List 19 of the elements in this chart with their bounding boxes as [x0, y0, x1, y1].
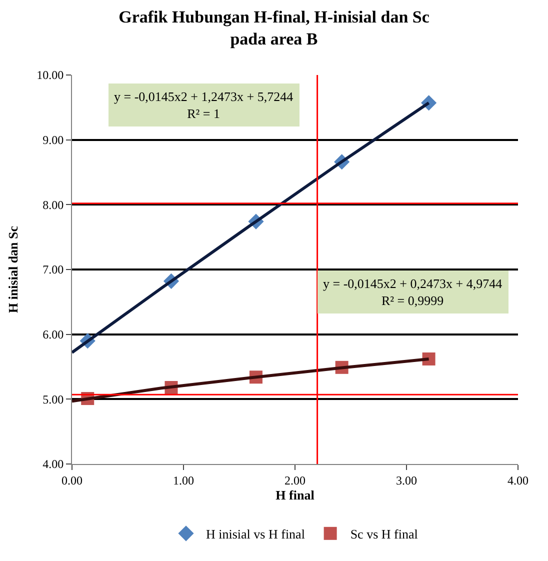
annotation: y = -0,0145x2 + 1,2473x + 5,7244 R² = 1 — [114, 89, 294, 121]
x-tick-label: 3.00 — [396, 473, 417, 488]
y-tick-label: 8.00 — [42, 198, 64, 212]
y-axis-title: H inisial dan Sc — [6, 226, 21, 314]
chart-title: Grafik Hubungan H-final, H-inisial dan Sc pada area B — [118, 7, 430, 49]
y-tick-label: 5.00 — [42, 392, 64, 406]
y-tick-label: 4.00 — [42, 457, 64, 472]
y-tick-label: 7.00 — [42, 262, 64, 277]
x-tick-label: 4.00 — [508, 473, 528, 488]
y-tick-label: 9.00 — [42, 133, 64, 148]
annotation: y = -0,0145x2 + 0,2473x + 4,9744 R² = 0,9999 — [323, 276, 503, 308]
y-tick-label: 10.00 — [36, 68, 64, 82]
x-tick-label: 0.00 — [62, 473, 82, 488]
legend-label: Sc vs H final — [350, 526, 418, 542]
y-tick-label: 6.00 — [42, 328, 64, 342]
x-axis-title: H final — [276, 487, 315, 502]
x-tick-label: 1.00 — [173, 473, 194, 488]
legend-label: H inisial vs H final — [206, 526, 306, 542]
x-tick-label: 2.00 — [284, 473, 306, 488]
